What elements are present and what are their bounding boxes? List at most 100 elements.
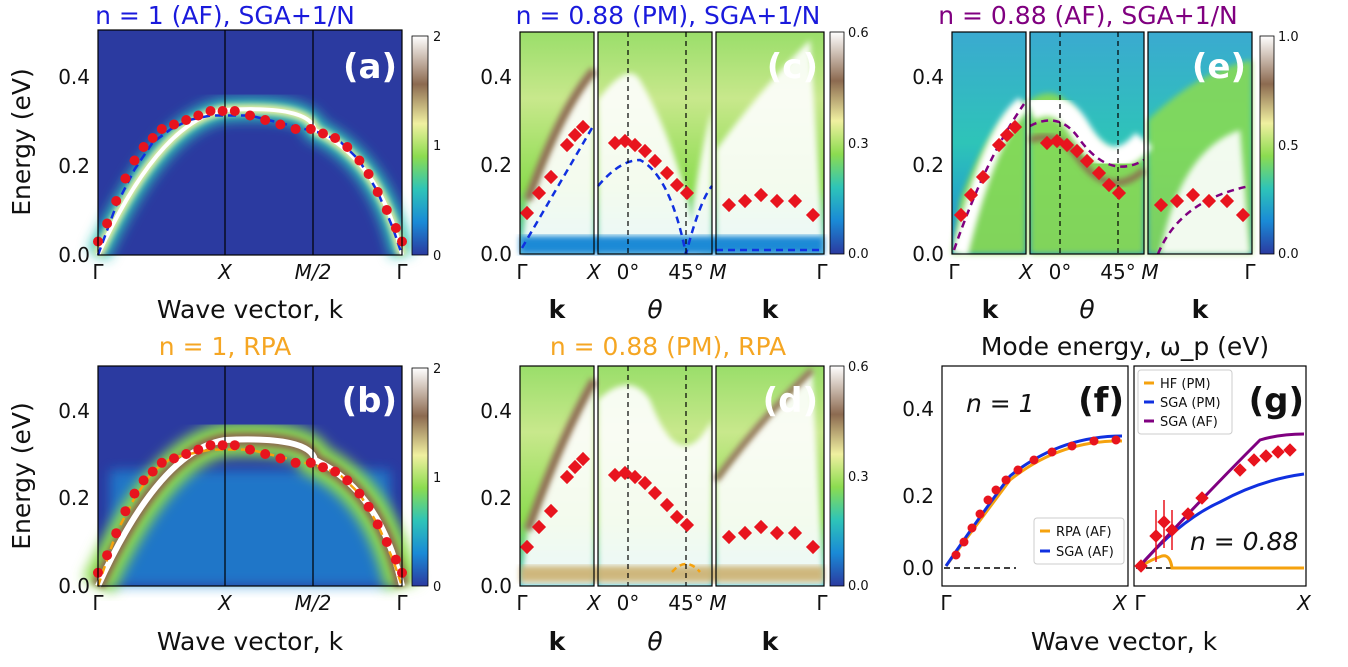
panel-b-label: (b) <box>342 381 397 421</box>
panel-c-exp-point <box>607 135 623 151</box>
panel-e-white-band-2 <box>1025 94 1153 169</box>
panel-d-exp-point <box>567 459 583 475</box>
panel-e-cbar-tick-bottom: 0.0 <box>1278 247 1299 262</box>
panel-e-colorbar <box>1259 35 1275 255</box>
panel-a-xtick-3: Γ <box>396 260 408 284</box>
panel-e-exp-point <box>1007 119 1023 135</box>
panel-c-exp-point <box>805 207 821 223</box>
title-panel-fg: Mode energy, ω_p (eV) <box>981 332 1269 361</box>
panel-g-experiment-points <box>1134 443 1297 573</box>
panel-a-exp-point <box>245 110 255 121</box>
panel-c-exp-point <box>769 193 785 209</box>
panel-g-exp-point <box>1195 491 1209 505</box>
panel-e-experiment-points <box>953 119 1251 223</box>
panel-b: (b) 2 1 0 0.0 0.2 0.4 Γ X M/2 Γ Wave vec… <box>7 362 441 656</box>
panel-fg-ytick-2: 0.4 <box>902 397 934 421</box>
panel-e-exp-point <box>1091 165 1107 181</box>
panel-e-cbar-tick-top: 1.0 <box>1278 30 1299 45</box>
panel-d-frame-1 <box>519 365 595 587</box>
panel-e: (e) 1.0 0.5 0.0 0.0 0.2 0.4 Γ X 0° 45° M… <box>912 30 1299 324</box>
panel-b-exp-point <box>169 453 179 464</box>
panel-f-legend-sga: SGA (AF) <box>1056 545 1114 560</box>
panel-f-legend-rpa: RPA (AF) <box>1056 525 1112 540</box>
panel-e-xtick-45deg: 45° <box>1100 260 1135 284</box>
panel-d-label: (d) <box>763 381 818 421</box>
panel-b-exp-point <box>217 440 228 451</box>
panel-b-exp-point <box>330 466 341 477</box>
title-panel-a: n = 1 (AF), SGA+1/N <box>95 1 355 30</box>
panel-a-exp-point <box>138 142 149 152</box>
panel-e-xlabel-theta: θ <box>1079 295 1094 324</box>
panel-c-ytick-1: 0.2 <box>480 153 512 177</box>
panel-b-ylabel: Energy (eV) <box>7 402 36 549</box>
panel-e-frame-1 <box>951 31 1027 255</box>
panel-e-xtick-0deg: 0° <box>1049 260 1072 284</box>
panel-f-exp-point <box>983 495 993 505</box>
panel-d-xlabel-theta: θ <box>647 627 662 656</box>
panel-g-label: (g) <box>1249 381 1304 421</box>
panel-e-ytick-1: 0.2 <box>912 153 944 177</box>
panel-e-green-region-2 <box>1030 93 1144 254</box>
panel-a-sga-line <box>96 114 404 256</box>
panel-b-exp-point <box>363 501 374 512</box>
panel-d-exp-point <box>627 469 643 485</box>
panel-d-exp-point <box>543 503 559 519</box>
panel-e-exp-point <box>963 187 979 203</box>
panel-b-ytick-2: 0.4 <box>58 399 90 423</box>
panel-c-xtick-gamma-right: Γ <box>816 260 828 284</box>
panel-a-exp-point <box>156 124 167 134</box>
panel-b-xtick-2: M/2 <box>295 591 332 615</box>
panel-a-ytick-2: 0.4 <box>58 65 90 89</box>
panel-g-exp-point <box>1233 463 1247 477</box>
panel-e-exp-point <box>953 207 969 223</box>
panel-e-exp-point <box>999 127 1015 143</box>
panel-f-xtick-x: X <box>1112 591 1128 615</box>
panel-e-cbar-tick-mid: 0.5 <box>1278 139 1299 154</box>
panel-g-legend: HF (PM) SGA (PM) SGA (AF) <box>1137 369 1233 435</box>
panel-d-xtick-m: M <box>709 591 726 615</box>
panel-c-bottom-strip <box>520 236 824 254</box>
panel-e-exp-point <box>1059 137 1075 153</box>
panel-f-exp-point <box>951 550 961 560</box>
panel-b-exp-point <box>275 453 286 464</box>
panel-d-ytick-1: 0.2 <box>480 486 512 510</box>
panel-b-exp-point <box>305 457 316 468</box>
panel-c-continuum-2b <box>686 110 712 254</box>
panel-b-ytick-1: 0.2 <box>58 486 90 510</box>
panel-fg: n = 1 (f) n = 0.88 (g) RPA (AF) SGA (AF)… <box>902 365 1312 656</box>
panel-e-exp-point <box>1169 193 1185 209</box>
panel-c-exp-point <box>753 187 769 203</box>
panel-b-xtick-3: Γ <box>396 591 408 615</box>
panel-g-legend-box <box>1137 369 1233 435</box>
panel-c-frame-1 <box>519 31 595 255</box>
panel-a-exp-point <box>342 142 353 152</box>
panel-g-exp-point <box>1134 559 1148 573</box>
panel-a-exp-point <box>318 128 328 139</box>
panel-c-experiment-points <box>519 119 821 223</box>
panel-f-legend-box <box>1033 517 1125 565</box>
panel-d-cbar-tick-mid: 0.3 <box>848 470 869 485</box>
panel-g-exp-point <box>1259 449 1273 463</box>
panel-a-exp-point <box>372 187 383 197</box>
panel-g-legend-hf: HF (PM) <box>1160 377 1211 392</box>
panel-d: (d) 0.6 0.3 0.0 0.0 0.2 0.4 Γ X 0° 45° M… <box>480 360 869 656</box>
panel-b-exp-point <box>120 506 131 517</box>
panel-b-exp-point <box>260 449 271 459</box>
panel-fg-xlabel: Wave vector, k <box>1031 627 1218 656</box>
panel-a-exp-point <box>305 124 316 134</box>
panel-c-continuum-1 <box>520 70 594 254</box>
panel-b-exp-point <box>390 554 401 565</box>
panel-b-exp-point <box>229 440 240 451</box>
panel-f-experiment-points <box>951 435 1121 560</box>
title-panel-d: n = 0.88 (PM), RPA <box>550 332 786 361</box>
panel-e-exp-point <box>1235 207 1251 223</box>
panel-a-cbar-tick-mid: 1 <box>433 139 441 154</box>
panel-f-exp-point <box>1001 475 1011 485</box>
panel-c-exp-point <box>669 177 685 193</box>
panel-fg-ytick-0: 0.0 <box>902 556 934 580</box>
panel-d-cbar-tick-bottom: 0.0 <box>848 579 869 594</box>
panel-d-exp-point <box>519 539 535 555</box>
panel-d-continuum-2 <box>598 385 712 586</box>
panel-f-exp-point <box>1029 455 1039 465</box>
panel-a-cbar-tick-bottom: 0 <box>433 249 441 264</box>
